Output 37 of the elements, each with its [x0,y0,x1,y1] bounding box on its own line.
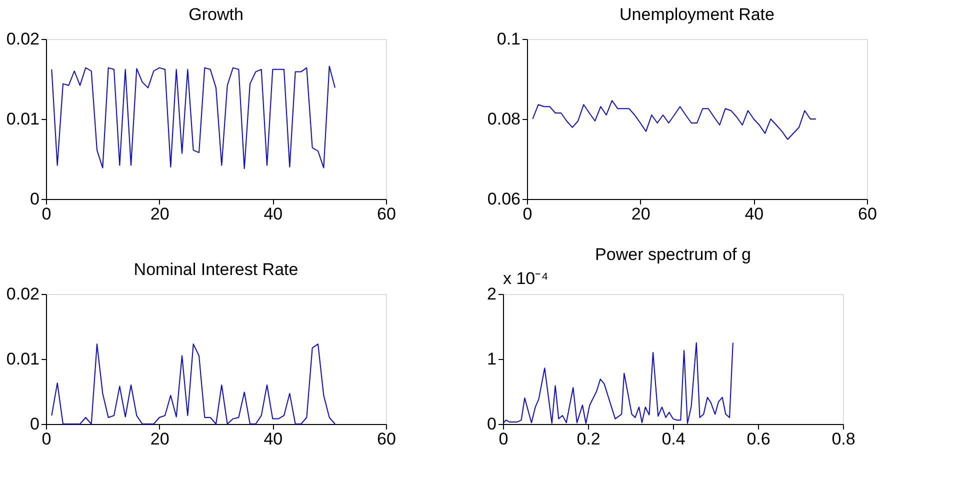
x-tick-label: 0.4 [662,430,686,448]
y-tick-label: 0.1 [496,30,520,48]
x-tick-label: 0.6 [746,430,770,448]
line-series [51,66,336,170]
x-tick-label: 60 [858,204,877,224]
x-tick-label: 0 [42,430,52,448]
x-tick-label: 20 [631,204,650,224]
y-tick-label: 0 [487,414,496,434]
y-tick-label: 0 [30,414,40,434]
line-series [502,342,734,424]
x-tick-label: 20 [150,430,170,448]
y-tick-label: 0.08 [487,110,520,128]
x-tick-label: 40 [264,430,283,448]
x-tick-label: 0.8 [832,430,856,448]
x-tick-label: 60 [377,430,396,448]
x-tick-label: 0 [522,204,532,224]
x-tick-label: 40 [744,204,764,224]
chart-title: Unemployment Rate [620,5,774,24]
chart-title: Nominal Interest Rate [134,260,298,279]
y-tick-label: 0.01 [6,350,40,368]
y-tick-label: 0 [30,190,40,208]
x-tick-label: 40 [264,204,283,224]
y-tick-label: 1 [487,350,496,368]
x-tick-label: 20 [150,204,170,224]
x-tick-label: 0.2 [576,430,600,448]
chart-title: Growth [188,5,244,24]
chart-title: Power spectrum of g [595,245,751,264]
text: x 10⁻⁴ [503,269,548,288]
line-series [532,100,816,140]
y-tick-label: 0.02 [6,30,40,48]
y-tick-label: 0.06 [487,190,520,208]
line-series [51,344,336,424]
x-tick-label: 0 [42,204,52,224]
y-tick-label: 0.02 [6,284,40,304]
x-tick-label: 60 [377,204,396,224]
y-tick-label: 0.01 [6,110,40,128]
y-tick-label: 2 [487,284,496,304]
